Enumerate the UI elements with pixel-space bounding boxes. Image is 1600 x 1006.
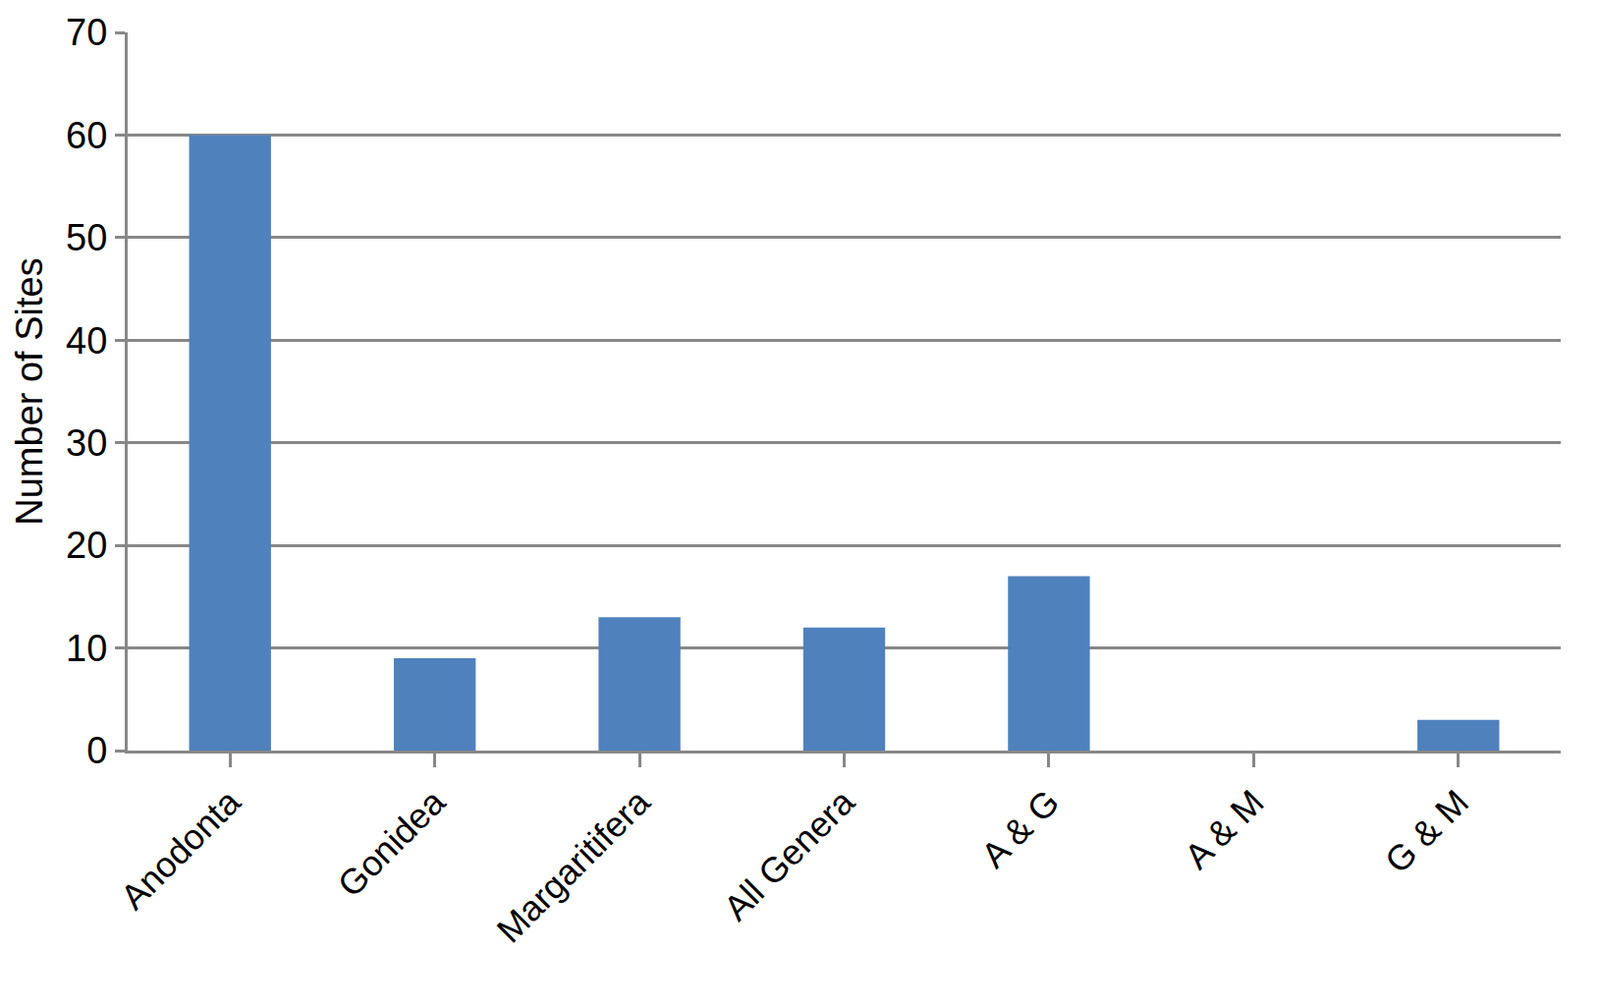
svg-text:All Genera: All Genera — [716, 780, 864, 929]
svg-text:50: 50 — [65, 217, 108, 259]
svg-text:0: 0 — [86, 729, 108, 772]
svg-text:30: 30 — [65, 422, 108, 464]
svg-text:40: 40 — [65, 320, 108, 362]
svg-text:A & G: A & G — [973, 781, 1067, 876]
svg-text:Anodonta: Anodonta — [112, 780, 250, 918]
svg-text:G & M: G & M — [1377, 781, 1477, 882]
svg-text:Number of Sites: Number of Sites — [8, 257, 51, 525]
svg-text:70: 70 — [65, 11, 108, 54]
svg-text:A & M: A & M — [1176, 781, 1272, 878]
svg-text:Margaritifera: Margaritifera — [489, 780, 660, 951]
svg-text:60: 60 — [65, 114, 108, 157]
svg-text:10: 10 — [65, 627, 108, 669]
svg-text:Gonidea: Gonidea — [330, 780, 454, 905]
svg-text:20: 20 — [65, 524, 108, 566]
